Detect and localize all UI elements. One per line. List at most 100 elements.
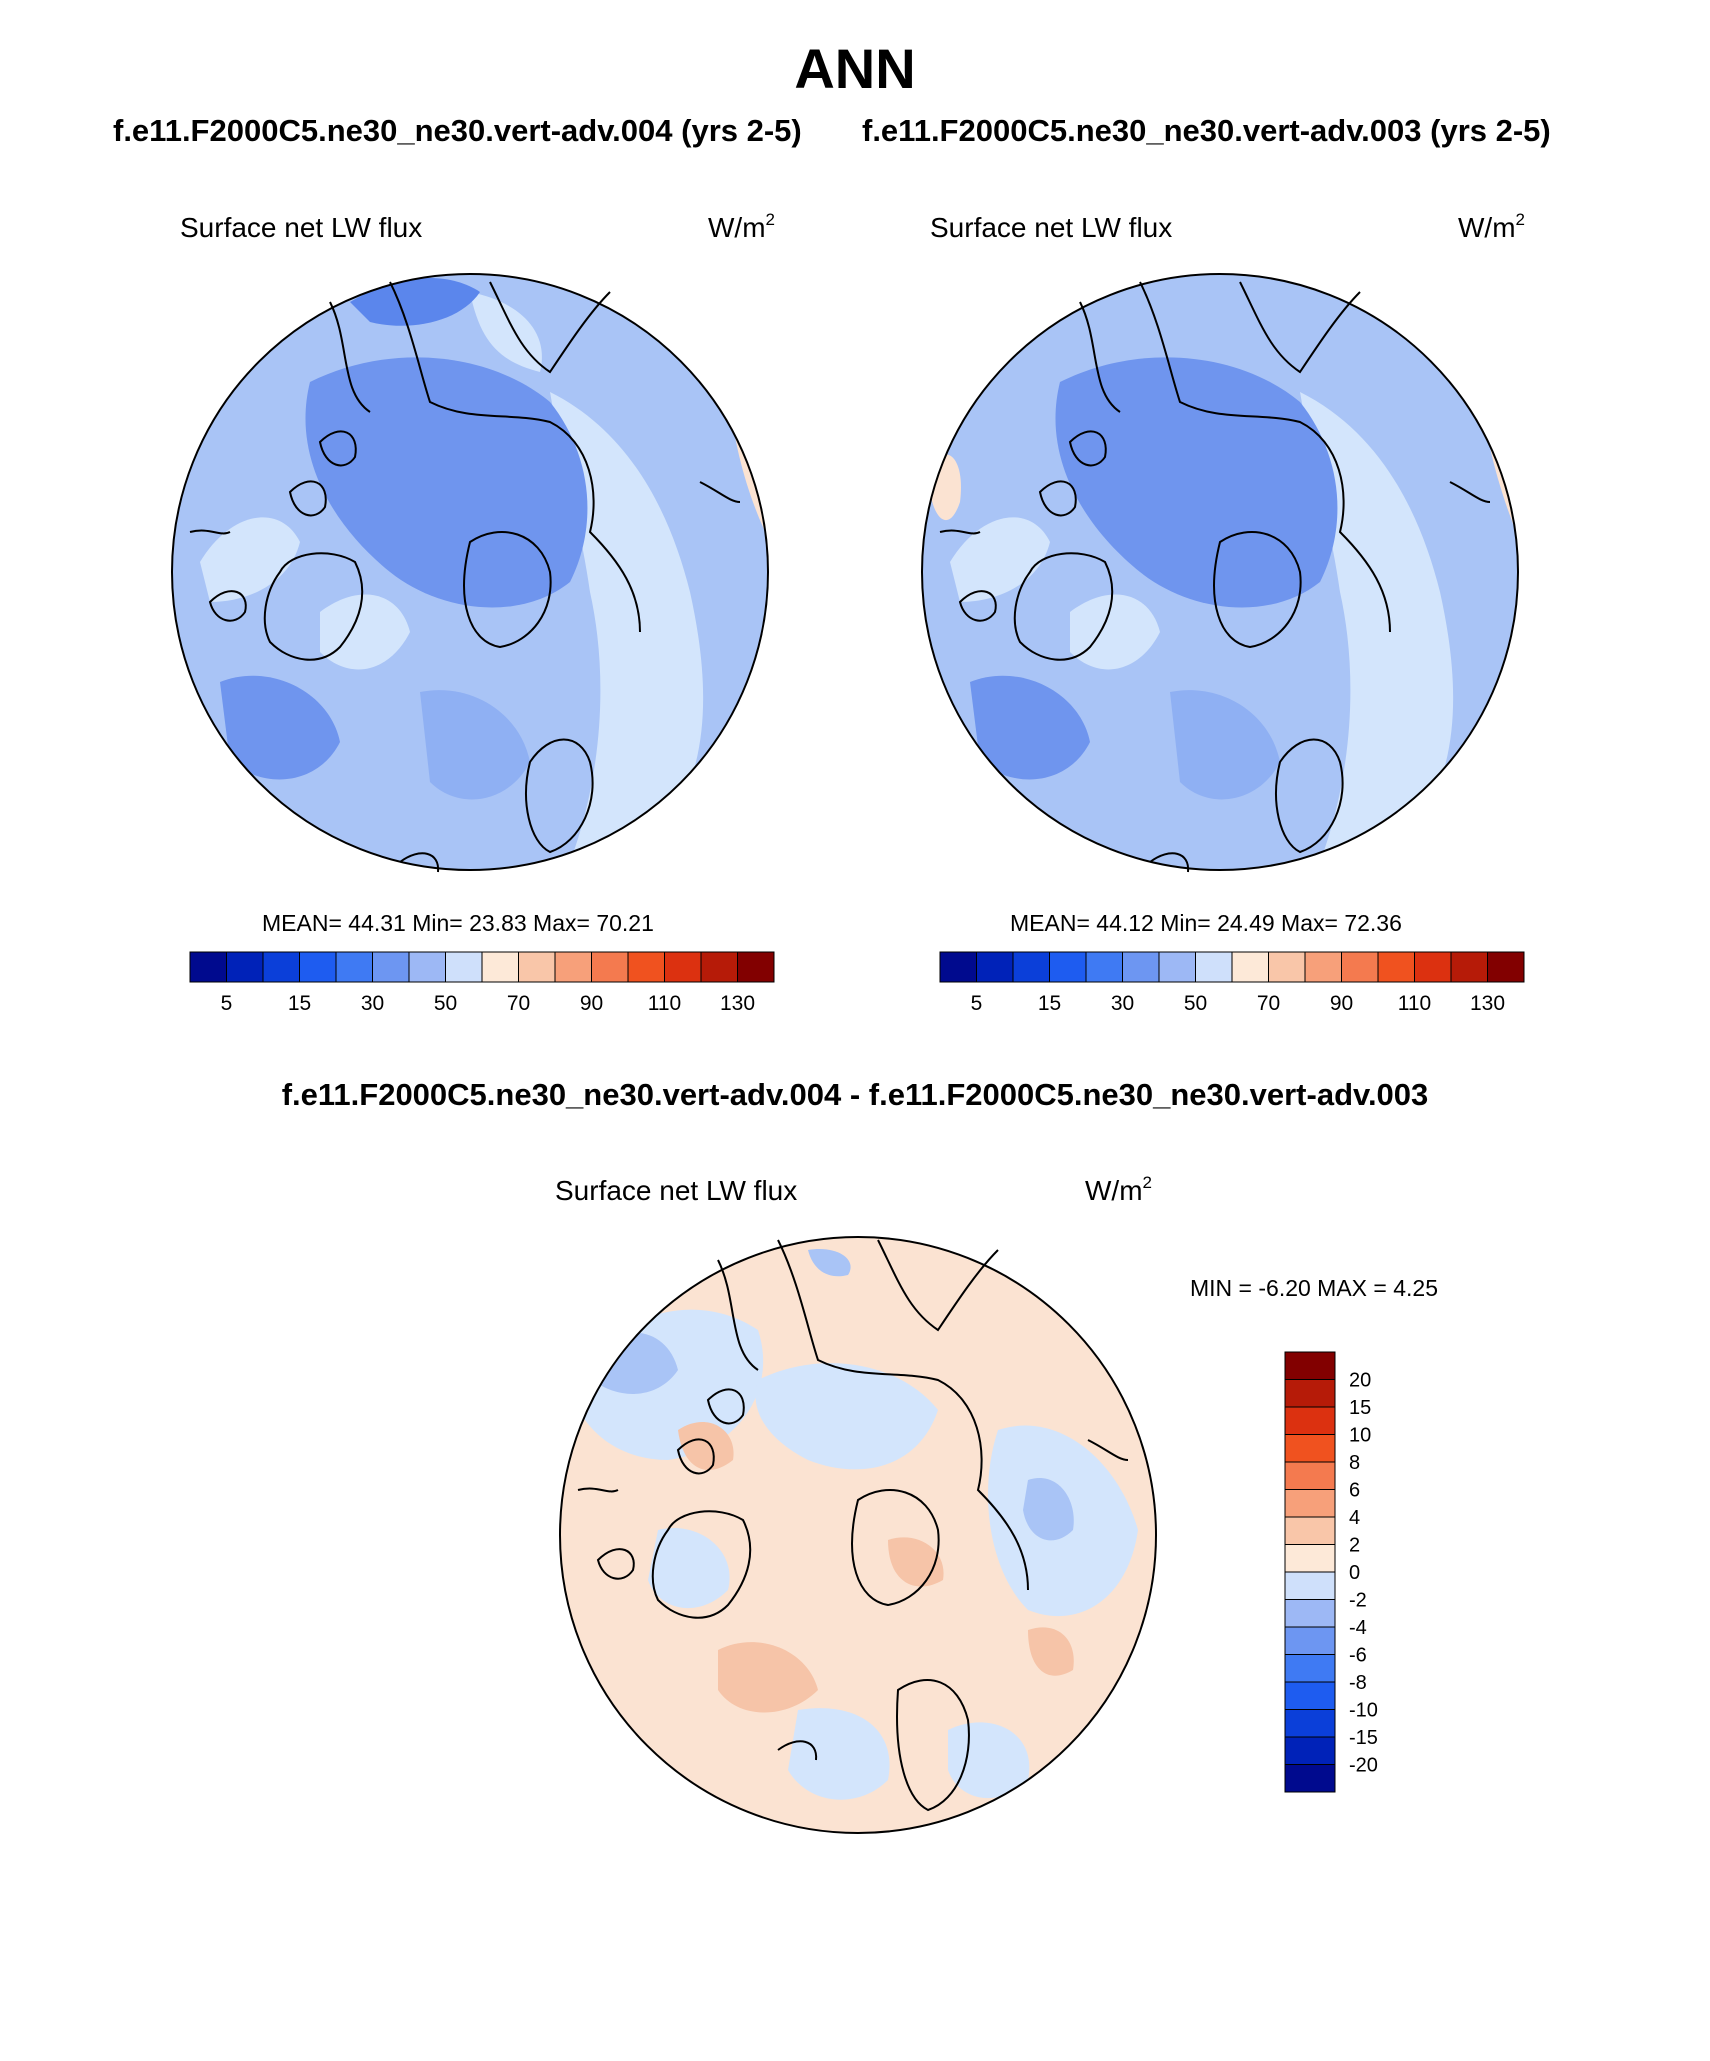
panel-2-stats: MEAN= 44.12 Min= 24.49 Max= 72.36 <box>1010 910 1402 936</box>
colorbar-1-tick-label: 70 <box>507 992 530 1015</box>
colorbar-diff-swatch-15 <box>1284 1764 1336 1793</box>
colorbar-2-swatch-14 <box>1450 951 1488 983</box>
colorbar-diff-tick-label: -8 <box>1349 1672 1367 1694</box>
colorbar-1-swatch-13 <box>664 951 702 983</box>
colorbar-diff-tick-label: 6 <box>1349 1480 1360 1502</box>
colorbar-1-tick-label: 30 <box>361 992 384 1015</box>
map-2-boundary <box>921 273 1519 871</box>
colorbar-diff-tick-label: 20 <box>1349 1370 1371 1392</box>
panel-2-units: W/m2 <box>1458 210 1525 244</box>
colorbar-diff-swatch-14 <box>1284 1736 1336 1765</box>
colorbar-2-tick-label: 15 <box>1038 992 1061 1015</box>
colorbar-diff-swatch-2 <box>1284 1406 1336 1435</box>
colorbar-1-swatch-10 <box>554 951 592 983</box>
colorbar-diff-swatch-0 <box>1284 1351 1336 1380</box>
map-panel-2 <box>921 273 1519 873</box>
panel-2-units-exp: 2 <box>1515 210 1525 229</box>
colorbar-1-swatch-12 <box>627 951 665 983</box>
colorbar-diff-tick-label: -15 <box>1349 1727 1378 1749</box>
colorbar-panel-1: 5 15 30 50 70 90 110 130 <box>189 951 775 1015</box>
colorbar-diff-swatch-9 <box>1284 1599 1336 1628</box>
colorbar-diff-swatch-6 <box>1284 1516 1336 1545</box>
colorbar-2-swatch-11 <box>1341 951 1379 983</box>
colorbar-2-swatch-5 <box>1122 951 1160 983</box>
colorbar-1-tick-label: 130 <box>720 992 755 1015</box>
case-title-right: f.e11.F2000C5.ne30_ne30.vert-adv.003 (yr… <box>862 113 1551 148</box>
colorbar-2-swatch-6 <box>1158 951 1196 983</box>
colorbar-1-swatch-11 <box>591 951 629 983</box>
diff-title: f.e11.F2000C5.ne30_ne30.vert-adv.004 - f… <box>281 1077 1429 1112</box>
colorbar-diff-tick-label: 4 <box>1349 1507 1360 1529</box>
colorbar-2-swatch-3 <box>1049 951 1087 983</box>
colorbar-2-swatch-12 <box>1377 951 1415 983</box>
map-3-boundary <box>559 1236 1157 1834</box>
panel-1-units-exp: 2 <box>765 210 775 229</box>
colorbar-diff-tick-label: -2 <box>1349 1590 1367 1612</box>
colorbar-diff-swatch-1 <box>1284 1379 1336 1408</box>
colorbar-1-tick-label: 110 <box>648 992 681 1015</box>
colorbar-2-swatch-15 <box>1487 951 1525 983</box>
colorbar-diff-swatch-4 <box>1284 1461 1336 1490</box>
colorbar-diff-swatch-11 <box>1284 1654 1336 1683</box>
colorbar-2-tick-label: 90 <box>1330 992 1353 1015</box>
colorbar-1-tick-label: 15 <box>288 992 311 1015</box>
map-panel-3 <box>559 1236 1157 1834</box>
panel-2-units-base: W/m <box>1458 212 1516 243</box>
colorbar-2-swatch-7 <box>1195 951 1233 983</box>
colorbar-diff-tick-label: -10 <box>1349 1700 1378 1722</box>
colorbar-2-tick-label: 110 <box>1398 992 1431 1015</box>
figure-title: ANN <box>794 37 916 100</box>
colorbar-2-tick-label: 50 <box>1184 992 1207 1015</box>
colorbar-1-tick-label: 90 <box>580 992 603 1015</box>
colorbar-1-swatch-1 <box>226 951 264 983</box>
colorbar-diff-swatch-7 <box>1284 1544 1336 1573</box>
colorbar-diff-tick-label: 0 <box>1349 1562 1360 1584</box>
colorbar-2-swatch-1 <box>976 951 1014 983</box>
map-panel-1 <box>171 273 769 873</box>
colorbar-diff-tick-label: -4 <box>1349 1617 1367 1639</box>
colorbar-1-swatch-9 <box>518 951 556 983</box>
colorbar-1-swatch-5 <box>372 951 410 983</box>
panel-1-stats: MEAN= 44.31 Min= 23.83 Max= 70.21 <box>262 910 654 936</box>
colorbar-panel-2: 5 15 30 50 70 90 110 130 <box>939 951 1525 1015</box>
colorbar-diff-tick-label: 8 <box>1349 1452 1360 1474</box>
colorbar-2-swatch-10 <box>1304 951 1342 983</box>
panel-3-units-base: W/m <box>1085 1175 1143 1206</box>
colorbar-1-swatch-3 <box>299 951 337 983</box>
panel-2-variable: Surface net LW flux <box>930 212 1173 243</box>
colorbar-2-swatch-0 <box>939 951 977 983</box>
colorbar-diff-swatch-5 <box>1284 1489 1336 1518</box>
panel-3-stats: MIN = -6.20 MAX = 4.25 <box>1190 1275 1439 1301</box>
colorbar-2-swatch-8 <box>1231 951 1269 983</box>
panel-3-units-exp: 2 <box>1142 1173 1152 1192</box>
colorbar-2-swatch-4 <box>1085 951 1123 983</box>
colorbar-2-tick-label: 30 <box>1111 992 1134 1015</box>
map-1-boundary <box>171 273 769 871</box>
colorbar-1-swatch-8 <box>481 951 519 983</box>
colorbar-2-swatch-13 <box>1414 951 1452 983</box>
colorbar-diff-tick-label: 10 <box>1349 1425 1371 1447</box>
colorbar-1-swatch-6 <box>408 951 446 983</box>
colorbar-1-swatch-0 <box>189 951 227 983</box>
colorbar-2-tick-label: 130 <box>1470 992 1505 1015</box>
colorbar-1-swatch-2 <box>262 951 300 983</box>
panel-1-units: W/m2 <box>708 210 775 244</box>
colorbar-1-swatch-7 <box>445 951 483 983</box>
colorbar-diff-swatch-12 <box>1284 1681 1336 1710</box>
colorbar-1-tick-label: 50 <box>434 992 457 1015</box>
colorbar-1-tick-label: 5 <box>221 992 233 1015</box>
colorbar-diff-tick-label: 15 <box>1349 1397 1371 1419</box>
colorbar-diff-tick-label: -20 <box>1349 1755 1378 1777</box>
panel-3-variable: Surface net LW flux <box>555 1175 798 1206</box>
colorbar-1-swatch-4 <box>335 951 373 983</box>
panel-1-variable: Surface net LW flux <box>180 212 423 243</box>
colorbar-diff-tick-label: -6 <box>1349 1645 1367 1667</box>
panel-3-units: W/m2 <box>1085 1173 1152 1207</box>
colorbar-1-swatch-15 <box>737 951 775 983</box>
colorbar-1-swatch-14 <box>700 951 738 983</box>
case-title-left: f.e11.F2000C5.ne30_ne30.vert-adv.004 (yr… <box>113 113 802 148</box>
colorbar-diff-swatch-8 <box>1284 1571 1336 1600</box>
colorbar-2-swatch-9 <box>1268 951 1306 983</box>
colorbar-diff-swatch-10 <box>1284 1626 1336 1655</box>
